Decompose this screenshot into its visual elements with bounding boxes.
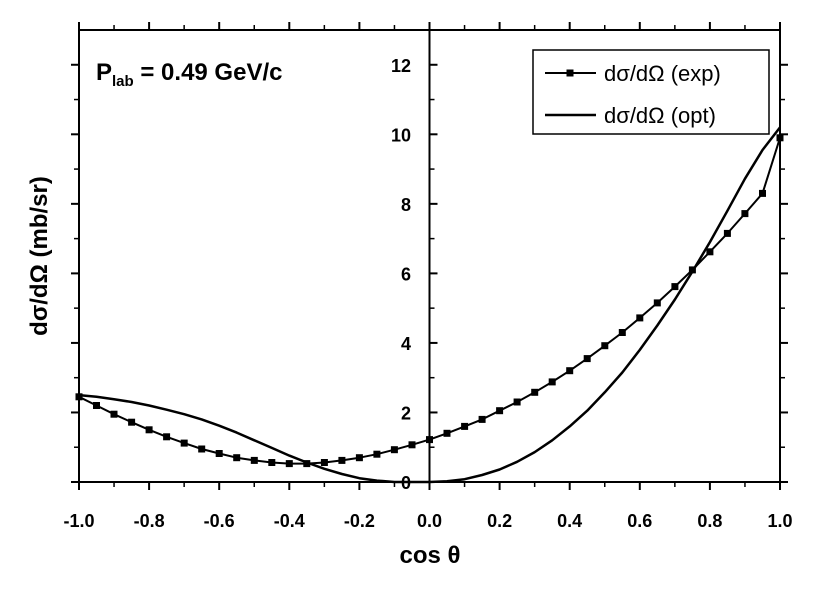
series-exp-marker <box>548 378 556 386</box>
series-exp-marker <box>355 454 363 462</box>
tick-labels-group: -1.0 -0.8 -0.6 -0.4 -0.2 0.0 0.2 0.4 0.6 0.8 1.0 0 2… <box>63 56 792 531</box>
series-exp-marker <box>338 456 346 464</box>
series-exp-marker <box>478 415 486 423</box>
x-axis-title: cos θ <box>400 542 461 569</box>
momentum-annotation: Plab = 0.49 GeV/c <box>96 59 282 90</box>
series-exp-marker <box>110 410 118 418</box>
series-exp-marker <box>618 329 626 336</box>
series-exp-marker <box>461 422 469 430</box>
series-exp-marker <box>320 459 328 466</box>
y-tick-label: 10 <box>391 125 411 145</box>
series-exp-marker <box>583 355 591 363</box>
series-exp-marker <box>566 367 574 375</box>
y-tick-label: 8 <box>401 195 411 215</box>
series-exp-marker <box>601 342 609 350</box>
series-exp-marker <box>145 426 153 434</box>
annotation-subscript: lab <box>112 73 134 90</box>
series-exp-marker <box>373 450 381 458</box>
series-exp-marker <box>653 299 661 307</box>
series-exp-marker <box>233 454 241 462</box>
series-exp-marker <box>93 402 100 409</box>
x-tick-label: 0.2 <box>487 511 512 531</box>
series-exp-marker <box>759 189 766 197</box>
y-tick-label: 6 <box>401 264 411 284</box>
series-exp-marker <box>688 266 696 274</box>
series-exp-marker <box>285 460 293 468</box>
series-exp-marker <box>513 398 521 406</box>
x-tick-label: 0.6 <box>627 511 652 531</box>
series-exp-marker <box>443 429 451 437</box>
series-exp-marker <box>268 459 276 466</box>
legend-opt-label: dσ/dΩ (opt) <box>604 103 716 128</box>
y-tick-label: 4 <box>401 334 411 354</box>
series-exp-marker <box>128 418 136 426</box>
x-tick-label: -0.6 <box>204 511 235 531</box>
annotation-rest: = 0.49 GeV/c <box>134 59 283 86</box>
x-tick-label: 0.8 <box>697 511 722 531</box>
legend-exp-label: dσ/dΩ (exp) <box>604 61 721 86</box>
series-exp-marker <box>531 388 539 396</box>
series-exp-marker <box>723 229 731 237</box>
series-exp-marker <box>390 446 398 454</box>
y-axis-title: dσ/dΩ (mb/sr) <box>26 176 53 336</box>
annotation-main: P <box>96 59 112 86</box>
series-exp-marker <box>198 445 206 453</box>
x-tick-label: -0.4 <box>274 511 305 531</box>
series-exp-marker <box>163 433 171 441</box>
legend-box <box>532 49 770 135</box>
series-exp-marker <box>706 248 714 256</box>
series-exp-marker <box>180 439 188 447</box>
series-exp-marker <box>408 441 416 449</box>
series-exp-marker <box>636 314 644 322</box>
series-exp-marker <box>741 210 749 218</box>
x-tick-label: -0.8 <box>134 511 165 531</box>
markers-group <box>75 134 784 468</box>
series-exp-marker <box>250 456 258 464</box>
legend-exp-marker <box>566 69 574 77</box>
x-tick-label: 0.0 <box>417 511 442 531</box>
x-tick-label: -1.0 <box>63 511 94 531</box>
x-tick-label: 0.4 <box>557 511 582 531</box>
series-exp-marker <box>496 407 504 415</box>
x-tick-label: 1.0 <box>767 511 792 531</box>
y-tick-label: 12 <box>391 56 411 76</box>
legend: dσ/dΩ (exp) dσ/dΩ (opt) <box>532 49 770 135</box>
series-exp-marker <box>303 460 311 468</box>
y-tick-label: 0 <box>401 473 411 493</box>
ticks-group <box>71 22 788 490</box>
series-exp-marker <box>215 450 223 457</box>
x-tick-label: -0.2 <box>344 511 375 531</box>
y-tick-label: 2 <box>401 403 411 423</box>
series-exp-marker <box>671 283 679 291</box>
